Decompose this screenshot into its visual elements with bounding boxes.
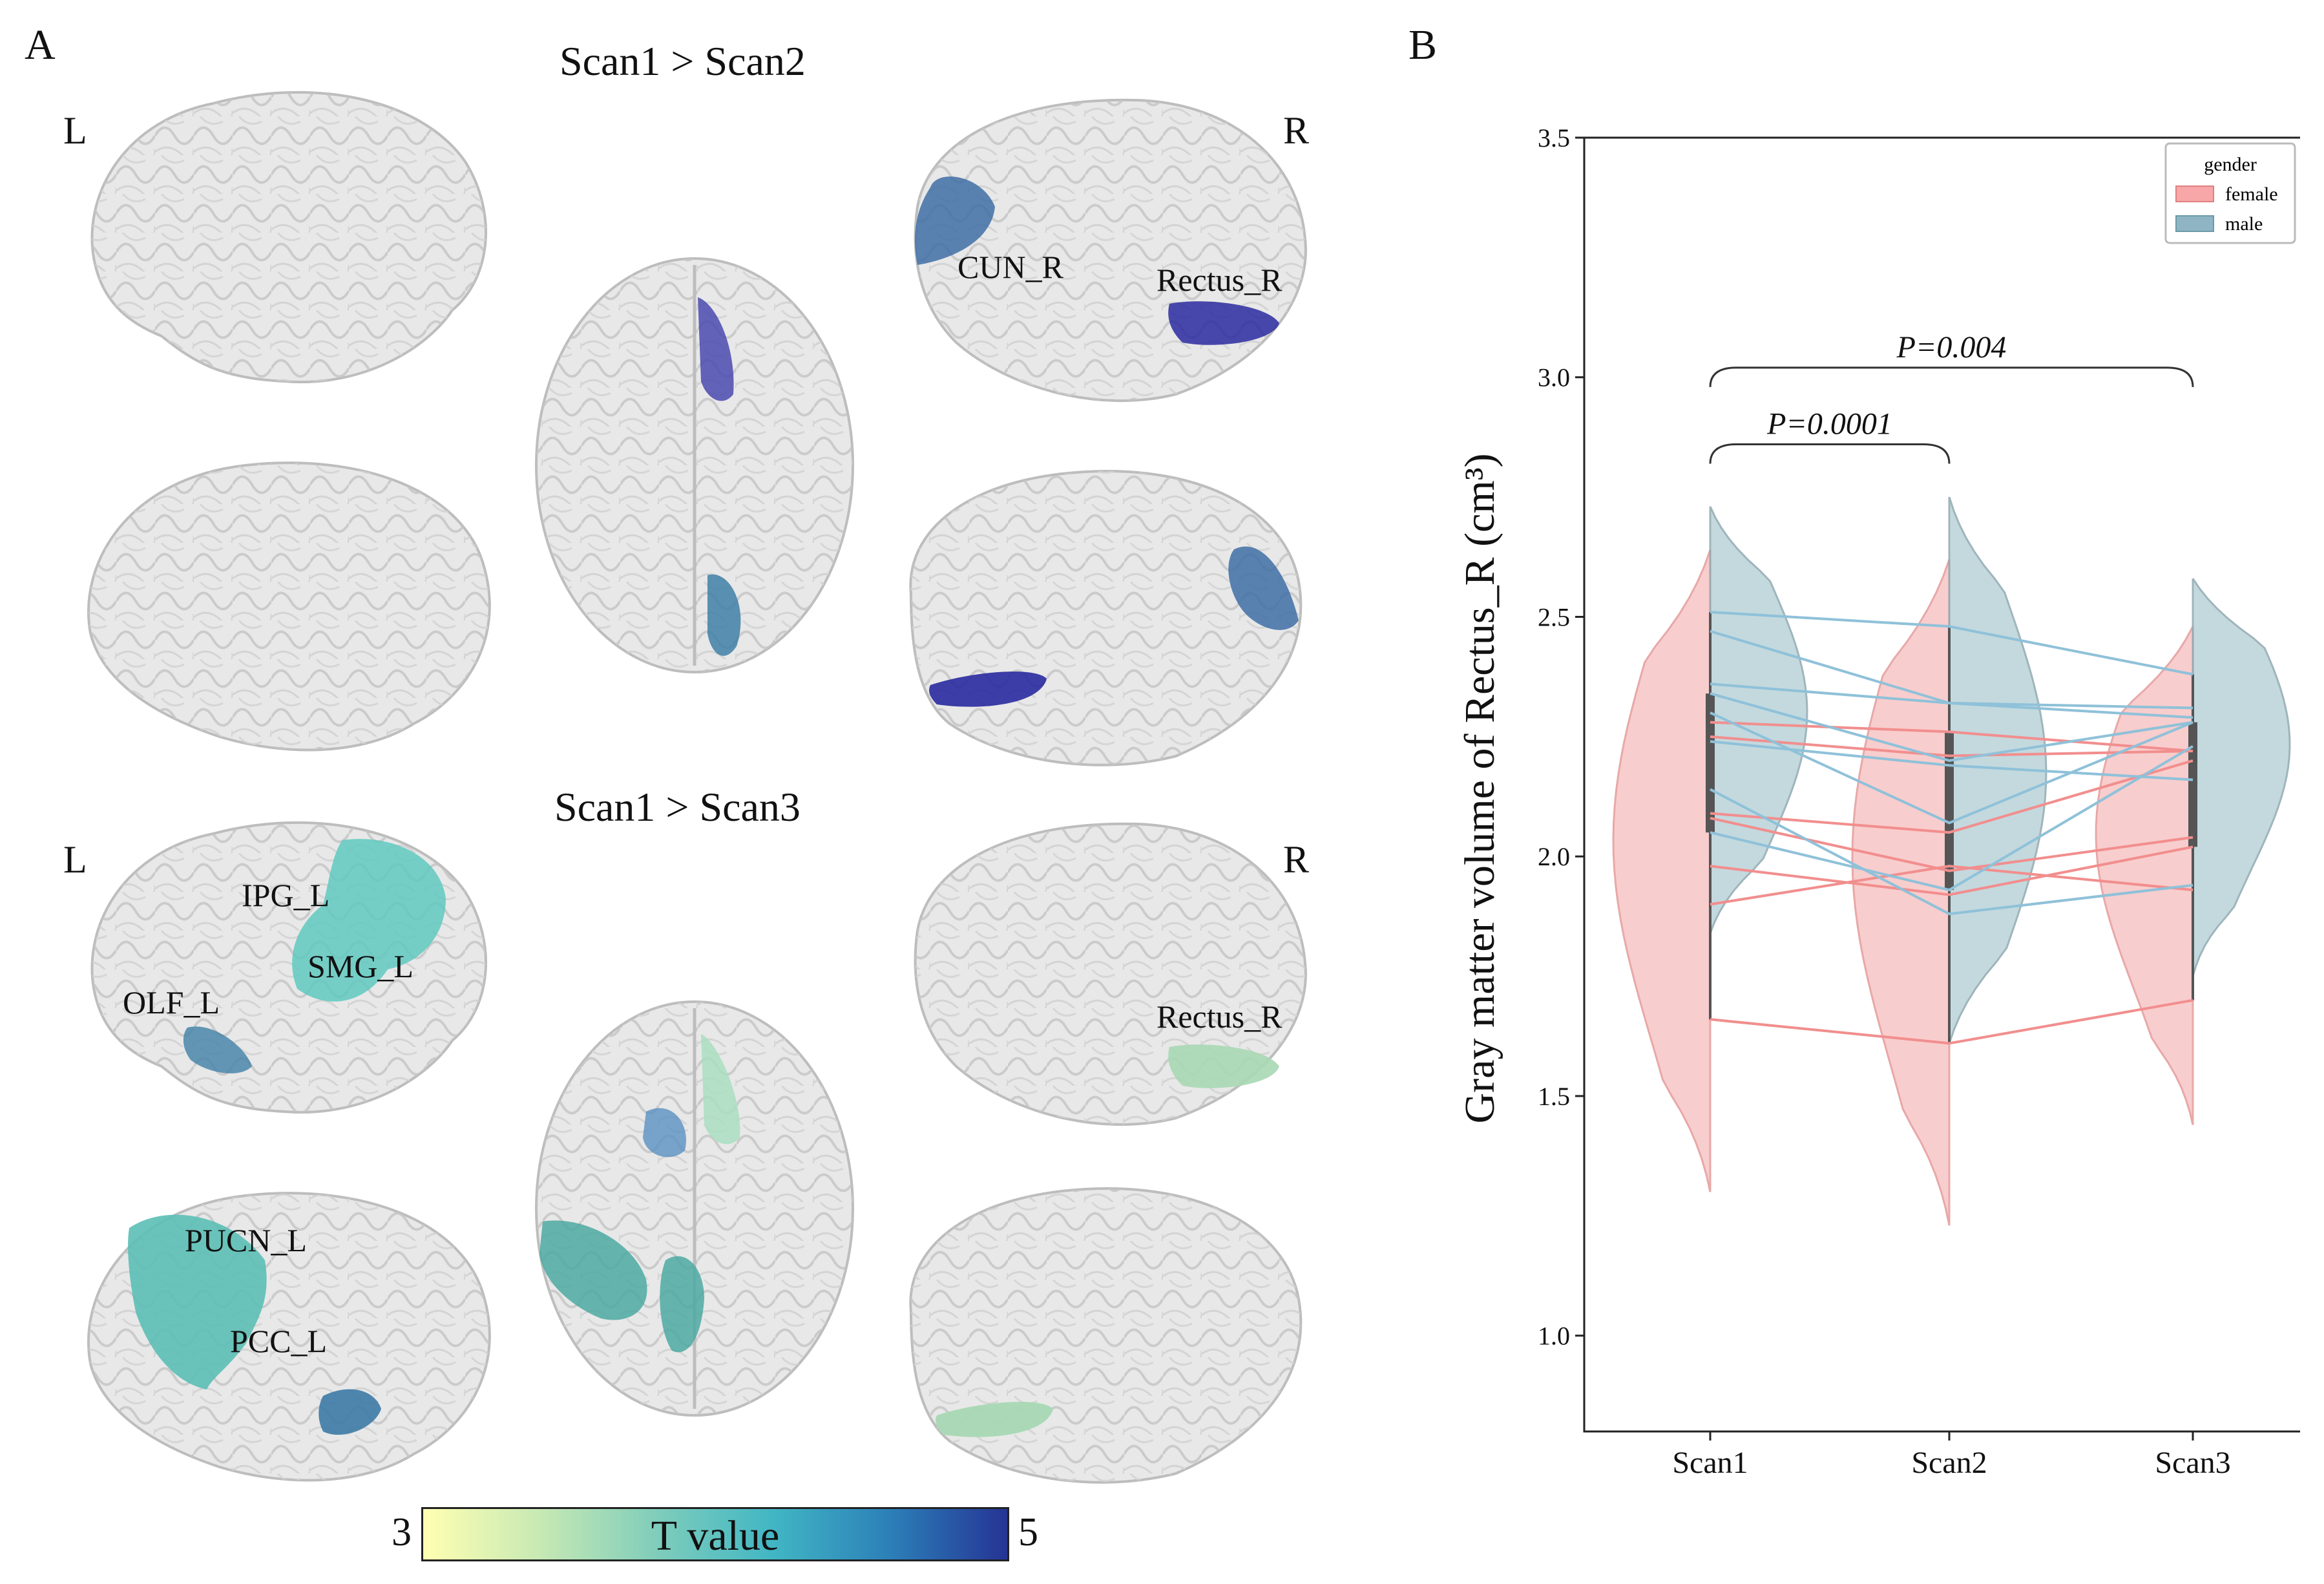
subject-line-male-0 bbox=[1710, 611, 2193, 676]
violin-chart: 1.0 1.5 2.0 2.5 3.0 3.5 Scan1 Scan2 Scan3 P=0.000… bbox=[1456, 123, 2300, 1480]
subject-line-male-7 bbox=[1710, 744, 2194, 892]
scan12-right-medial-brain bbox=[909, 470, 1303, 766]
legend-swatch-male bbox=[2175, 215, 2214, 232]
iqr-box-scan2 bbox=[1945, 732, 1954, 891]
subject-line-female-4 bbox=[1710, 845, 2193, 896]
plot-frame bbox=[1583, 136, 2300, 1433]
colorbar-title: T value bbox=[651, 1512, 780, 1559]
y-tick-label-2: 2.0 bbox=[1538, 842, 1570, 871]
region-label-ipg-l: IPG_L bbox=[242, 877, 330, 913]
subject-line-female-0 bbox=[1710, 721, 2193, 753]
panel-a-letter: A bbox=[25, 21, 56, 69]
region-label-rectus-r-scan12: Rectus_R bbox=[1157, 262, 1282, 298]
legend: gender female male bbox=[2164, 142, 2296, 244]
iqr-box-scan3 bbox=[2188, 722, 2197, 847]
scan13-right-label: R bbox=[1283, 838, 1310, 881]
subject-line-male-5 bbox=[1710, 740, 2193, 781]
scan13-left-label: L bbox=[63, 838, 87, 881]
scan13-left-lateral-brain bbox=[90, 821, 487, 1114]
colorbar-min-label: 3 bbox=[392, 1510, 412, 1554]
legend-title: gender bbox=[2204, 154, 2257, 175]
y-axis-label: Gray matter volume of Rectus_R (cm³) bbox=[1456, 454, 1503, 1124]
scan12-left-lateral-brain bbox=[90, 90, 487, 384]
t-value-colorbar: T value bbox=[421, 1507, 1009, 1561]
region-label-rectus-r-scan13: Rectus_R bbox=[1157, 998, 1282, 1035]
scan12-right-lateral-brain bbox=[914, 98, 1307, 402]
scan13-right-lateral-brain bbox=[914, 822, 1307, 1126]
y-tick-label-0: 1.0 bbox=[1538, 1322, 1570, 1351]
subject-line-male-2 bbox=[1710, 682, 2193, 719]
y-tick-label-4: 3.0 bbox=[1538, 363, 1570, 392]
region-label-pucn-l: PUCN_L bbox=[185, 1222, 307, 1258]
panel-b-letter: B bbox=[1408, 21, 1438, 69]
legend-swatch-female bbox=[2175, 185, 2214, 202]
legend-label-male: male bbox=[2225, 213, 2263, 235]
scan12-left-medial-brain bbox=[87, 461, 491, 752]
violin-male-scan2 bbox=[1948, 496, 2047, 1044]
scan13-right-medial-brain bbox=[909, 1187, 1303, 1484]
region-label-cun-r: CUN_R bbox=[958, 249, 1063, 285]
significance-bracket-1 bbox=[1709, 366, 2194, 387]
x-tick-label-2: Scan3 bbox=[2155, 1446, 2230, 1480]
x-tick-label-0: Scan1 bbox=[1672, 1446, 1748, 1480]
scan12-right-label: R bbox=[1283, 109, 1310, 152]
region-label-olf-l: OLF_L bbox=[123, 984, 220, 1020]
violin-male-scan3 bbox=[2192, 578, 2291, 977]
violin-female-scan3 bbox=[2095, 626, 2194, 1125]
y-tick-label-3: 2.5 bbox=[1538, 602, 1570, 631]
x-tick-label-1: Scan2 bbox=[1911, 1446, 1987, 1480]
violin-female-scan1 bbox=[1612, 549, 1712, 1192]
region-label-pcc-l: PCC_L bbox=[230, 1323, 328, 1359]
subject-line-male-6 bbox=[1710, 788, 2193, 916]
colorbar-max-label: 5 bbox=[1018, 1510, 1038, 1554]
subject-line-female-1 bbox=[1710, 735, 2193, 757]
significance-label-1: P=0.004 bbox=[1896, 330, 2007, 364]
scan12-title: Scan1 > Scan2 bbox=[560, 38, 806, 84]
region-label-smg-l: SMG_L bbox=[308, 948, 414, 984]
subject-line-female-6 bbox=[1710, 998, 2193, 1045]
scan13-axial-brain bbox=[535, 1000, 854, 1417]
brain-renderings bbox=[87, 90, 1307, 1484]
scan13-left-medial-brain bbox=[87, 1192, 491, 1482]
iqr-box-scan1 bbox=[1706, 693, 1715, 833]
significance-bracket-0 bbox=[1709, 443, 1951, 464]
scan12-axial-brain bbox=[535, 257, 854, 673]
significance-label-0: P=0.0001 bbox=[1766, 407, 1892, 441]
y-tick-label-5: 3.5 bbox=[1538, 123, 1570, 153]
subject-line-female-2 bbox=[1710, 759, 2193, 834]
subject-line-female-5 bbox=[1710, 865, 2193, 906]
subject-line-male-3 bbox=[1710, 692, 2193, 762]
scan13-title: Scan1 > Scan3 bbox=[554, 784, 801, 830]
legend-label-female: female bbox=[2225, 184, 2278, 205]
y-tick-label-1: 1.5 bbox=[1538, 1082, 1570, 1111]
subject-line-female-3 bbox=[1710, 816, 2193, 872]
scan12-left-label: L bbox=[63, 109, 87, 152]
